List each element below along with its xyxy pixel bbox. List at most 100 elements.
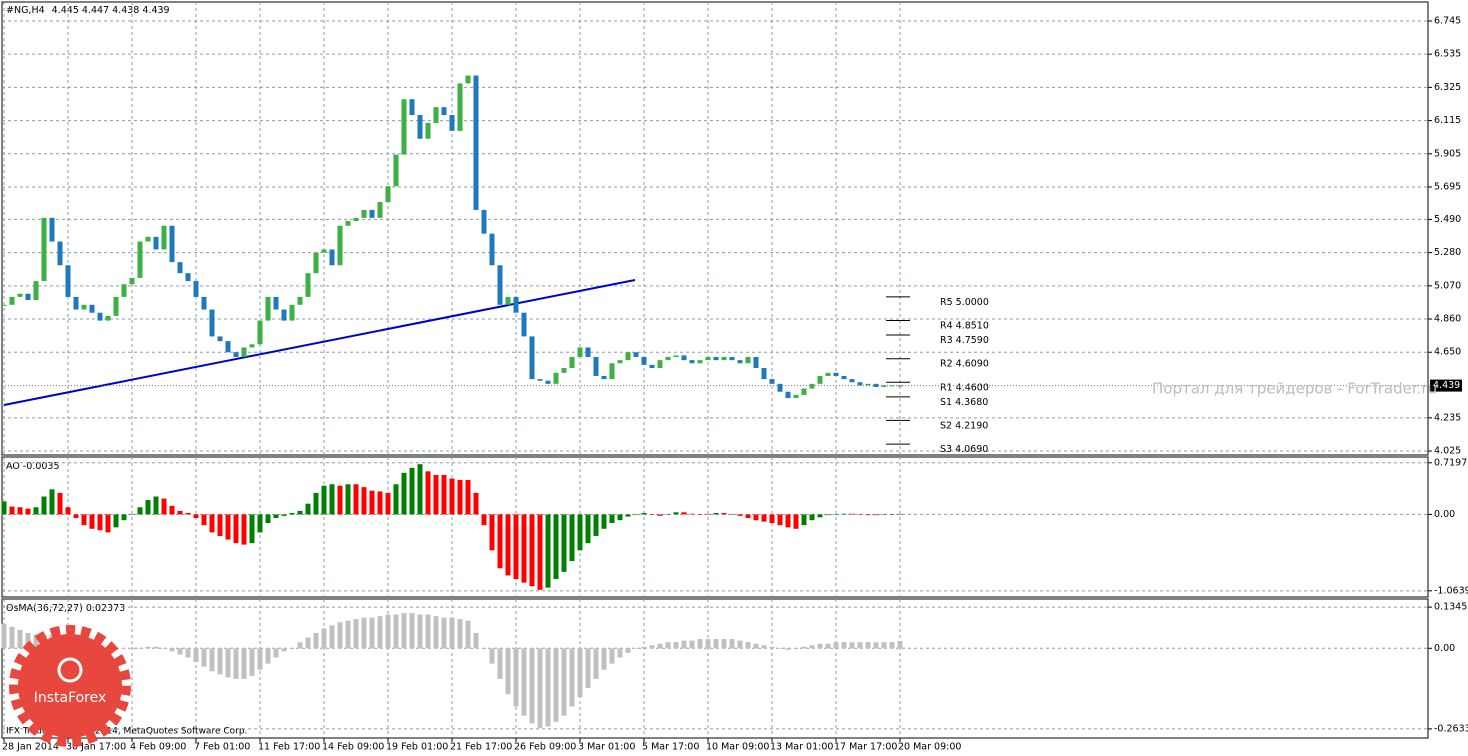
- trendline: [3, 278, 636, 407]
- histogram-bar: [217, 514, 223, 536]
- histogram-bar: [273, 514, 279, 519]
- histogram-bar: [489, 648, 495, 664]
- y-tick-label: 0.7197: [1434, 457, 1467, 468]
- histogram-bar: [201, 514, 207, 526]
- histogram-bar: [641, 646, 647, 649]
- histogram-bar: [369, 617, 375, 649]
- candle: [161, 225, 167, 250]
- candle: [345, 220, 351, 226]
- histogram-bar: [633, 514, 639, 515]
- y-tick-label: 5.490: [1434, 214, 1461, 225]
- candle: [665, 356, 671, 361]
- histogram-bar: [449, 478, 455, 515]
- histogram-bar: [177, 648, 183, 655]
- candle: [137, 241, 143, 278]
- histogram-bar: [529, 514, 535, 587]
- histogram-bar: [441, 474, 447, 515]
- histogram-bar: [209, 648, 215, 672]
- histogram-bar: [433, 474, 439, 515]
- histogram-bar: [649, 514, 655, 515]
- candle: [489, 233, 495, 266]
- histogram-bar: [577, 648, 583, 698]
- x-tick-label: 30 Jan 17:00: [66, 742, 126, 753]
- histogram-bar: [641, 513, 647, 515]
- histogram-bar: [385, 614, 391, 649]
- x-tick-label: 19 Feb 01:00: [386, 742, 448, 753]
- candle: [713, 356, 719, 361]
- histogram-bar: [609, 648, 615, 664]
- histogram-bar: [145, 646, 151, 649]
- candle: [337, 225, 343, 266]
- histogram-bar: [753, 643, 759, 649]
- histogram-bar: [665, 514, 671, 515]
- pivot-label: S3 4.0690: [940, 444, 988, 455]
- histogram-bar: [425, 471, 431, 515]
- histogram-bar: [25, 508, 31, 515]
- candle: [729, 356, 735, 361]
- candle: [257, 320, 263, 345]
- histogram-bar: [689, 640, 695, 649]
- candle: [513, 296, 519, 313]
- candle: [793, 394, 799, 399]
- histogram-bar: [89, 514, 95, 529]
- candle: [697, 360, 703, 364]
- histogram-bar: [897, 641, 903, 649]
- candle: [417, 115, 423, 139]
- candle: [241, 347, 247, 357]
- histogram-bar: [313, 632, 319, 649]
- overlay: Портал для трейдеров - ForTrader.ru IFX …: [6, 380, 1437, 747]
- candle: [617, 360, 623, 364]
- candle: [545, 380, 551, 384]
- pivot-value: 4.4600: [956, 382, 989, 393]
- candle: [865, 383, 871, 386]
- histogram-bar: [1, 501, 7, 515]
- histogram-bar: [761, 645, 767, 649]
- logo: InstaForex: [9, 625, 131, 747]
- histogram-bar: [393, 614, 399, 649]
- histogram-bar: [729, 639, 735, 649]
- logo-disc: [18, 634, 122, 738]
- pivot-name: R5: [940, 296, 953, 307]
- histogram-bar: [745, 514, 751, 519]
- histogram-bar: [65, 507, 71, 515]
- candle: [569, 356, 575, 369]
- pivot-name: S3: [940, 444, 952, 455]
- y-tick-label: 5.695: [1434, 181, 1461, 192]
- candle: [577, 347, 583, 357]
- candle: [825, 372, 831, 376]
- candle: [145, 236, 151, 242]
- histogram-bar: [153, 496, 159, 515]
- histogram-bar: [529, 648, 535, 724]
- histogram-bar: [849, 642, 855, 649]
- histogram-bar: [601, 648, 607, 670]
- x-tick-label: 7 Feb 01:00: [194, 742, 250, 753]
- candle: [249, 344, 255, 348]
- histogram-bar: [769, 514, 775, 524]
- histogram-bar: [417, 614, 423, 649]
- x-tick-label: 10 Mar 09:00: [706, 742, 769, 753]
- histogram-bar: [593, 648, 599, 679]
- histogram-bar: [409, 467, 415, 515]
- x-tick-label: 14 Feb 09:00: [322, 742, 384, 753]
- histogram-bar: [425, 614, 431, 649]
- histogram-bar: [321, 485, 327, 515]
- histogram-bar: [601, 514, 607, 529]
- histogram-bar: [241, 514, 247, 545]
- histogram-bar: [537, 514, 543, 590]
- ao-value: -0.0035: [23, 461, 60, 472]
- y-tick-label: 4.650: [1434, 347, 1461, 358]
- candle: [65, 265, 71, 297]
- candle: [537, 379, 543, 381]
- histogram-bar: [825, 643, 831, 649]
- candle: [633, 352, 639, 357]
- histogram-bar: [761, 514, 767, 522]
- candle: [449, 115, 455, 131]
- histogram-bar: [497, 514, 503, 569]
- histogram-bar: [513, 514, 519, 580]
- histogram-bar: [809, 514, 815, 521]
- candle: [289, 304, 295, 321]
- histogram-bar: [625, 648, 631, 653]
- histogram-bar: [617, 514, 623, 521]
- candle: [105, 315, 111, 321]
